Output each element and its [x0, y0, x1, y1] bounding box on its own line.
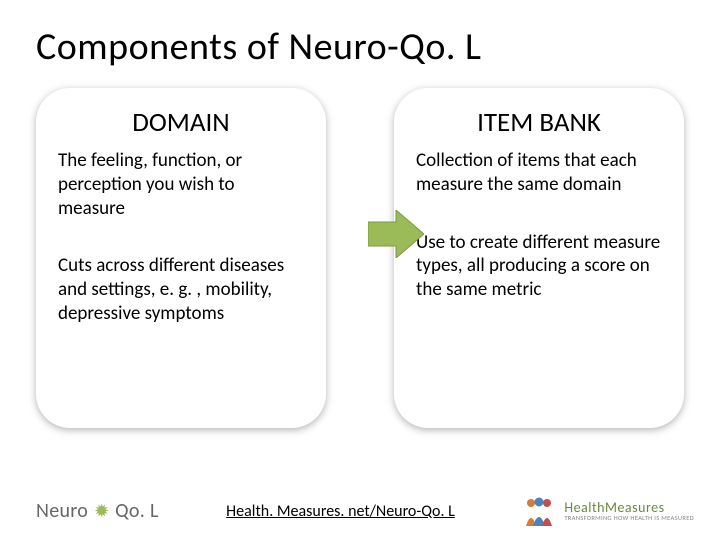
neuro-logo-text-a: Neuro [36, 499, 88, 523]
domain-card-p2: Cuts across different diseases and setti… [58, 254, 304, 325]
slide: Components of Neuro-Qo. L DOMAIN The fee… [0, 0, 720, 540]
itembank-card: ITEM BANK Collection of items that each … [394, 88, 684, 428]
itembank-card-p2: Use to create different measure types, a… [416, 231, 662, 302]
arrow-icon [368, 210, 424, 258]
itembank-card-p1: Collection of items that each measure th… [416, 149, 662, 197]
slide-title: Components of Neuro-Qo. L [36, 24, 684, 70]
healthmeasures-link[interactable]: Health. Measures. net/Neuro-Qo. L [226, 502, 455, 521]
arrow-shape [368, 210, 424, 258]
itembank-card-title: ITEM BANK [416, 106, 662, 139]
healthmeasures-text: HealthMeasures TRANSFORMING HOW HEALTH I… [564, 501, 694, 522]
cards-row: DOMAIN The feeling, function, or percept… [36, 88, 684, 428]
neuro-qol-logo: Neuro ✹ Qo. L [36, 499, 159, 523]
footer: Neuro ✹ Qo. L Health. Measures. net/Neur… [0, 496, 720, 526]
people-icon [522, 496, 556, 526]
healthmeasures-name: HealthMeasures [564, 501, 694, 515]
domain-card-title: DOMAIN [58, 106, 304, 139]
star-icon: ✹ [94, 500, 109, 522]
healthmeasures-tagline: TRANSFORMING HOW HEALTH IS MEASURED [564, 515, 694, 522]
domain-card-p1: The feeling, function, or perception you… [58, 149, 304, 220]
healthmeasures-logo: HealthMeasures TRANSFORMING HOW HEALTH I… [522, 496, 694, 526]
domain-card: DOMAIN The feeling, function, or percept… [36, 88, 326, 428]
neuro-logo-text-b: Qo. L [115, 499, 158, 523]
